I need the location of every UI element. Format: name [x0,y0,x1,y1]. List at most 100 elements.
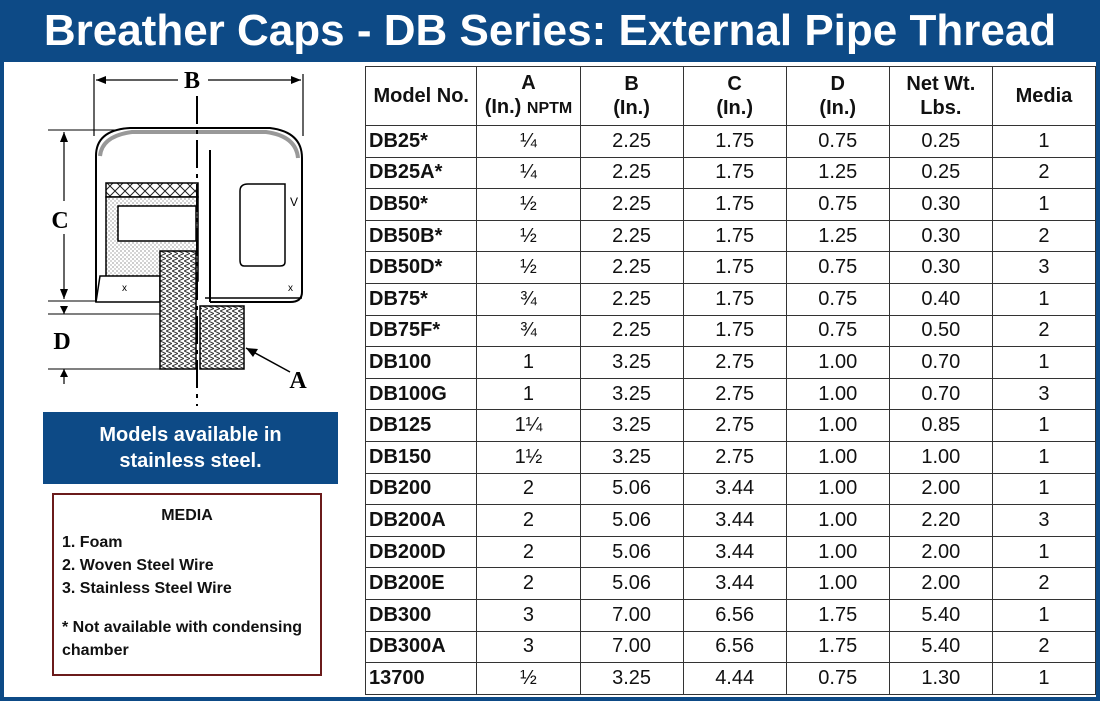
table-header-row: Model No. A (In.) NPTM B (In.) C (In.) D (In… [364,66,1097,126]
cell-d: 0.75 [785,251,890,284]
cell-b: 3.25 [579,409,684,442]
cell-b: 2.25 [579,188,684,221]
table-row: DB25A* ¼ 2.25 1.75 1.25 0.25 2 [364,156,1097,190]
cell-b: 7.00 [579,630,684,664]
cell-media: 2 [991,219,1097,253]
cell-model: DB200 [364,472,478,506]
dimension-b: B [93,68,304,136]
cell-d: 1.25 [785,219,890,253]
mark-v: V [290,195,298,209]
cell-media: 1 [991,598,1097,632]
cell-c: 1.75 [682,156,787,190]
cell-media: 2 [991,156,1097,190]
cell-wt: 5.40 [888,630,993,664]
cell-b: 5.06 [579,567,684,600]
table-row: DB200 2 5.06 3.44 1.00 2.00 1 [364,472,1097,506]
cell-c: 2.75 [682,346,787,379]
cell-media: 1 [991,125,1097,158]
table-row: DB100G 1 3.25 2.75 1.00 0.70 3 [364,377,1097,411]
cell-wt: 2.00 [888,535,993,569]
note-line-1: * Not available with condensing [62,619,303,636]
cell-media: 2 [991,630,1097,664]
condensing-chamber-note: * Not available with condensing chamber [62,616,312,662]
cell-wt: 2.20 [888,504,993,537]
cell-model: DB50B* [364,219,478,253]
cell-d: 0.75 [785,125,890,158]
cell-d: 1.00 [785,504,890,537]
cell-model: DB125 [364,409,478,442]
cell-media: 1 [991,409,1097,442]
label-d: D [53,329,70,355]
cell-a: 2 [476,535,581,569]
cell-model: DB25A* [364,156,478,190]
note-line-2: chamber [62,642,129,659]
cell-d: 1.00 [785,472,890,506]
table-row: DB300 3 7.00 6.56 1.75 5.40 1 [364,598,1097,632]
cell-c: 6.56 [682,598,787,632]
cell-d: 1.25 [785,156,890,190]
cap-right-side: V x [205,150,302,302]
cell-wt: 0.70 [888,377,993,411]
svg-text:x: x [122,283,127,294]
table-row: DB75F* ¾ 2.25 1.75 0.75 0.50 2 [364,314,1097,348]
cell-model: DB25* [364,125,478,158]
table-row: DB50* ½ 2.25 1.75 0.75 0.30 1 [364,188,1097,221]
cell-wt: 0.50 [888,314,993,348]
cell-wt: 0.85 [888,409,993,442]
cell-model: 13700 [364,662,478,695]
cell-model: DB100G [364,377,478,411]
stainless-line-2: stainless steel. [119,450,262,472]
cell-a: ¾ [476,314,581,348]
media-item-woven-steel: 2. Woven Steel Wire [62,557,214,574]
cell-a: ¾ [476,282,581,316]
cell-c: 1.75 [682,219,787,253]
cell-c: 2.75 [682,440,787,474]
cell-model: DB200D [364,535,478,569]
dimension-a: A [245,347,307,394]
cell-b: 7.00 [579,598,684,632]
cell-media: 3 [991,377,1097,411]
cell-model: DB75* [364,282,478,316]
cell-a: 3 [476,598,581,632]
cell-wt: 5.40 [888,598,993,632]
media-item-foam: 1. Foam [62,534,123,551]
cell-b: 3.25 [579,346,684,379]
cell-media: 3 [991,504,1097,537]
cell-d: 1.75 [785,630,890,664]
table-row: DB25* ¼ 2.25 1.75 0.75 0.25 1 [364,125,1097,158]
cell-model: DB200A [364,504,478,537]
threaded-fitting [159,250,245,370]
cell-media: 1 [991,188,1097,221]
media-legend: MEDIA 1. Foam 2. Woven Steel Wire 3. Sta… [52,493,322,676]
cell-c: 1.75 [682,125,787,158]
stainless-line-1: Models available in [99,424,282,446]
cell-model: DB50D* [364,251,478,284]
header-a: A (In.) NPTM [476,66,581,126]
cell-a: 3 [476,630,581,664]
cell-model: DB300 [364,598,478,632]
cell-wt: 0.30 [888,251,993,284]
dimension-d: D [48,306,180,384]
header-net-weight: Net Wt. Lbs. [888,66,993,126]
cell-d: 0.75 [785,662,890,695]
cell-a: ½ [476,219,581,253]
cell-a: ½ [476,188,581,221]
cell-d: 0.75 [785,188,890,221]
header-model: Model No. [364,66,478,126]
cell-media: 2 [991,567,1097,600]
table-row: DB100 1 3.25 2.75 1.00 0.70 1 [364,346,1097,379]
cell-d: 1.00 [785,409,890,442]
cell-wt: 1.00 [888,440,993,474]
cell-b: 5.06 [579,504,684,537]
cell-b: 2.25 [579,251,684,284]
svg-text:x: x [288,283,293,294]
header-b: B (In.) [579,66,684,126]
header-media: Media [991,66,1097,126]
table-row: DB300A 3 7.00 6.56 1.75 5.40 2 [364,630,1097,664]
cell-d: 0.75 [785,282,890,316]
cell-a: 1½ [476,440,581,474]
media-legend-title: MEDIA [161,507,213,524]
cell-wt: 0.40 [888,282,993,316]
cell-wt: 0.25 [888,125,993,158]
cell-c: 1.75 [682,314,787,348]
